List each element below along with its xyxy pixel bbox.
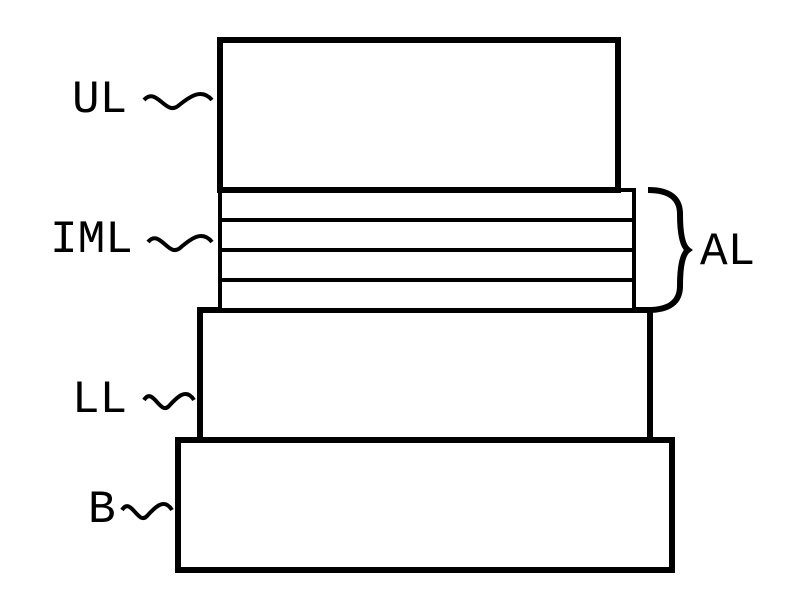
layer-ul [220, 40, 618, 190]
label-iml: IML [50, 214, 133, 266]
layer-b [178, 440, 672, 570]
layer-iml-3 [220, 250, 634, 280]
connector-iml [148, 236, 212, 250]
connector-ll [144, 394, 194, 408]
layer-ll [200, 310, 650, 440]
brace-al [648, 190, 688, 310]
label-ul: UL [72, 74, 127, 126]
connector-b [122, 504, 172, 518]
label-b: B [88, 484, 116, 536]
layer-iml-4 [220, 280, 634, 310]
label-ll: LL [72, 374, 127, 426]
label-al: AL [700, 226, 755, 278]
layer-iml-2 [220, 220, 634, 250]
layer-iml-1 [220, 190, 634, 220]
layer-stack-diagram: UL IML LL B AL [0, 0, 810, 615]
connector-ul [144, 94, 212, 108]
